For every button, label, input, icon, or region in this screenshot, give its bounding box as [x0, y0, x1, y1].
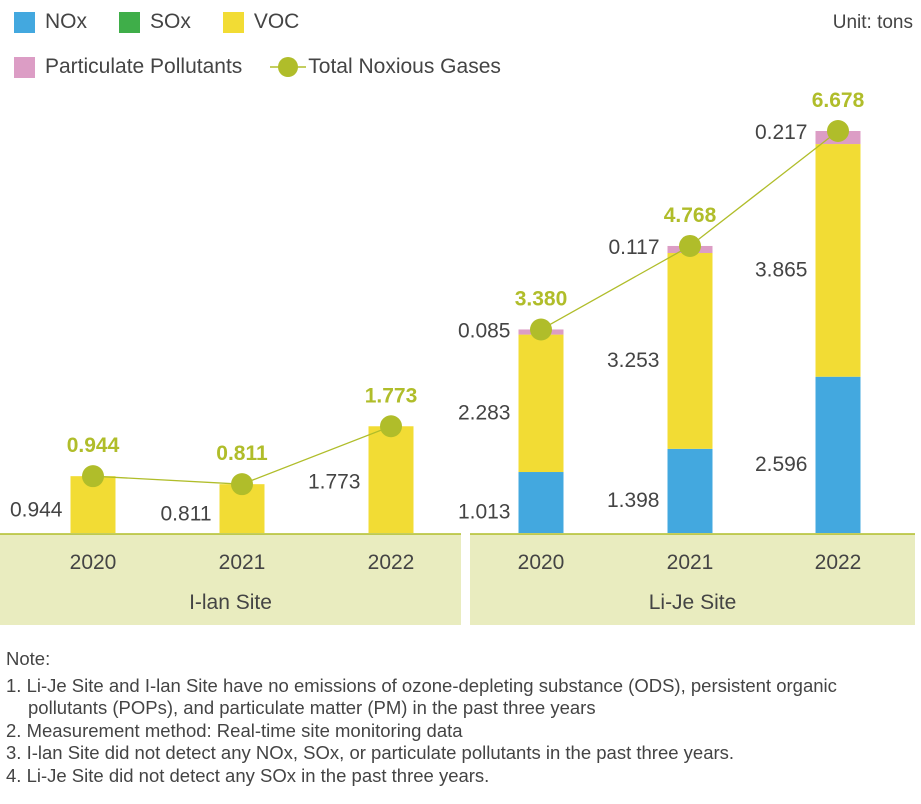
segment-value-label: 2.283 [458, 401, 511, 424]
segment-value-label: 1.013 [458, 501, 511, 524]
year-label: 2021 [667, 551, 714, 574]
bar-segment-nox [815, 376, 861, 533]
total-point [530, 318, 552, 341]
legend-swatch-sox [119, 11, 140, 33]
stacked-bar-chart: I-lan Site 2020 0.944 2021 0.811 2022 1.773 0.9… [0, 89, 915, 625]
total-point [231, 473, 253, 496]
legend-row-1: NOx SOx VOC [14, 10, 299, 34]
bar-segment-nox [518, 472, 564, 533]
legend-label-voc: VOC [253, 10, 300, 33]
site-band [0, 534, 461, 625]
total-value-label: 0.944 [67, 434, 120, 457]
bar-segment-nox [667, 448, 713, 533]
notes: Note: 1. Li-Je Site and I-lan Site have … [6, 648, 908, 787]
total-value-label: 4.768 [664, 204, 717, 227]
year-label: 2020 [70, 551, 117, 574]
legend-swatch-nox [14, 11, 35, 33]
site-label: I-lan Site [189, 591, 272, 614]
segment-value-label: 0.085 [458, 319, 511, 342]
segment-value-label: 3.865 [755, 258, 808, 281]
note-item: 3. I-lan Site did not detect any NOx, SO… [6, 742, 735, 763]
total-point [679, 234, 701, 257]
year-label: 2022 [815, 551, 862, 574]
notes-title: Note: [6, 648, 51, 669]
legend-row-2: Particulate Pollutants Total Noxious Gas… [14, 55, 501, 79]
legend-swatch-voc [222, 11, 244, 33]
site-band [470, 534, 915, 625]
bar-segment-voc [368, 426, 414, 533]
bar-segment-voc [667, 253, 713, 449]
legend-label-sox: SOx [150, 10, 191, 33]
note-item: 4. Li-Je Site did not detect any SOx in … [6, 764, 490, 786]
segment-value-label: 1.773 [308, 470, 361, 493]
total-point [380, 415, 402, 438]
note-item: 2. Measurement method: Real-time site mo… [6, 719, 463, 741]
segment-value-label: 0.117 [609, 236, 660, 259]
year-label: 2022 [368, 551, 415, 574]
bar-segment-voc [815, 144, 861, 377]
legend-marker-total [270, 57, 307, 77]
year-label: 2020 [518, 551, 565, 574]
bar-segment-voc [518, 334, 564, 473]
year-label: 2021 [219, 551, 266, 574]
segment-value-label: 0.217 [755, 121, 808, 144]
legend-label-particulate: Particulate Pollutants [45, 55, 243, 78]
total-point [82, 465, 104, 488]
legend-swatch-particulate [14, 56, 35, 78]
site-label: Li-Je Site [649, 591, 737, 614]
total-value-label: 6.678 [812, 89, 865, 112]
legend-label-nox: NOx [45, 10, 87, 33]
legend-label-total: Total Noxious Gases [308, 55, 501, 78]
segment-value-label: 0.811 [161, 503, 212, 526]
total-value-label: 1.773 [365, 384, 418, 407]
total-value-label: 0.811 [216, 442, 268, 465]
total-value-label: 3.380 [515, 288, 568, 311]
note-item: 1. Li-Je Site and I-lan Site have no emi… [6, 674, 837, 719]
total-point [827, 119, 849, 142]
segment-value-label: 2.596 [755, 453, 808, 476]
segment-value-label: 3.253 [607, 349, 660, 372]
unit-label: Unit: tons [832, 12, 913, 33]
segment-value-label: 0.944 [10, 499, 63, 522]
segment-value-label: 1.398 [607, 489, 660, 512]
